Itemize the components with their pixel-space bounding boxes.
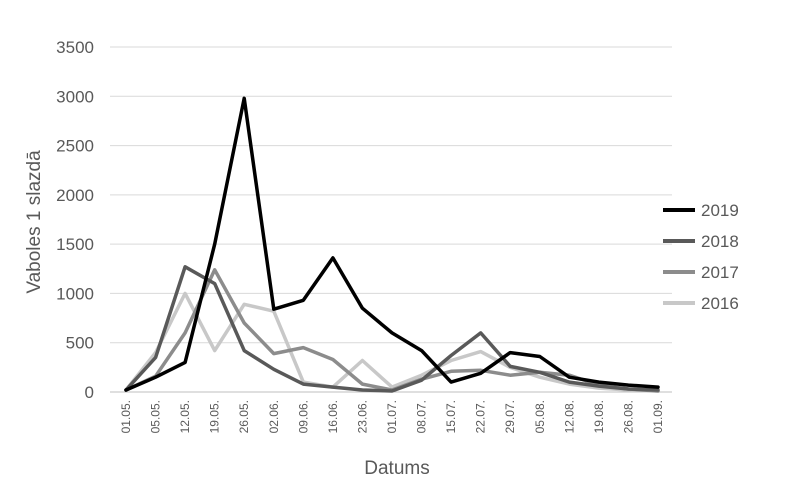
x-tick-label: 19.05. [208, 400, 222, 433]
series-lines [124, 96, 660, 393]
x-tick-label: 16.06. [326, 400, 340, 433]
x-tick-label: 26.08. [621, 400, 635, 433]
y-tick-label: 3000 [56, 87, 94, 106]
x-tick-label: 09.06. [296, 400, 310, 433]
legend-label-2019: 2019 [701, 201, 739, 220]
gridlines [110, 46, 672, 393]
x-tick-label: 05.05. [149, 400, 163, 433]
y-tick-label: 0 [85, 383, 94, 402]
legend-label-2017: 2017 [701, 263, 739, 282]
x-tick-label: 01.05. [119, 400, 133, 433]
x-tick-label: 01.09. [651, 400, 665, 433]
x-tick-label: 15.07. [444, 400, 458, 433]
series-line-2016 [124, 291, 660, 393]
x-tick-label: 12.05. [178, 400, 192, 433]
x-tick-label: 23.06. [355, 400, 369, 433]
x-axis-title: Datums [364, 458, 429, 479]
x-tick-label: 08.07. [415, 400, 429, 433]
x-axis-ticks: 01.05. 05.05. 12.05. 19.05. 26.05. 02.06. 09.0… [119, 400, 665, 433]
legend: 2019 2018 2017 2016 [663, 201, 739, 313]
x-tick-label: 02.06. [267, 400, 281, 433]
y-tick-label: 2000 [56, 186, 94, 205]
y-tick-label: 1500 [56, 235, 94, 254]
legend-label-2016: 2016 [701, 294, 739, 313]
x-tick-label: 19.08. [592, 400, 606, 433]
x-tick-label: 01.07. [385, 400, 399, 433]
legend-label-2018: 2018 [701, 232, 739, 251]
x-tick-label: 12.08. [562, 400, 576, 433]
series-line-2019 [124, 96, 660, 392]
y-axis-title: Vaboles 1 slazdā [24, 150, 45, 294]
x-tick-label: 26.05. [237, 400, 251, 433]
y-axis-ticks: 0 500 1000 1500 2000 2500 3000 3500 [56, 38, 94, 402]
y-tick-label: 3500 [56, 38, 94, 57]
series-line-2018 [124, 265, 660, 393]
x-tick-label: 29.07. [503, 400, 517, 433]
y-tick-label: 1000 [56, 284, 94, 303]
x-tick-label: 05.08. [533, 400, 547, 433]
y-tick-label: 500 [66, 334, 94, 353]
y-tick-label: 2500 [56, 137, 94, 156]
x-tick-label: 22.07. [474, 400, 488, 433]
